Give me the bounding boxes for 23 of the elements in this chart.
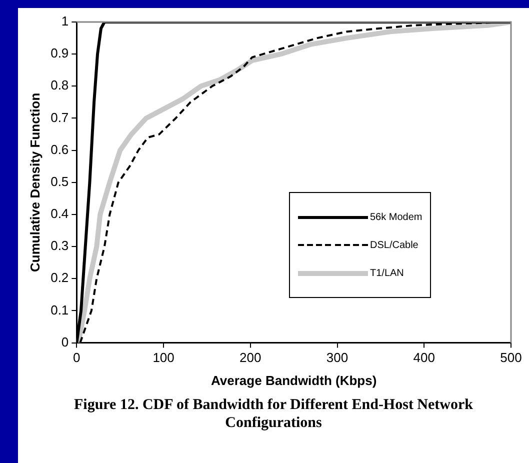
y-tick-label: 0.9	[50, 46, 69, 61]
x-tick-label: 200	[240, 350, 262, 366]
x-tick-label: 400	[413, 350, 435, 366]
x-tick-label: 0	[73, 350, 80, 366]
y-tick-label: 0.8	[50, 78, 69, 93]
y-tick-label: 1	[61, 14, 69, 29]
y-tick-label: 0.6	[50, 142, 69, 157]
legend-label: 56k Modem	[370, 212, 422, 223]
y-tick-label: 0.1	[50, 302, 69, 318]
y-tick-label: 0	[61, 334, 69, 350]
y-tick-label: 0.7	[50, 110, 69, 125]
legend-label: T1/LAN	[370, 268, 404, 279]
y-tick-label: 0.2	[50, 270, 69, 286]
y-tick-label: 0.5	[50, 174, 69, 189]
x-tick-label: 100	[152, 350, 174, 366]
text: Figure 12. CDF of Bandwidth for Different End-Host Network Configurations	[72, 396, 474, 432]
legend-label: DSL/Cable	[370, 240, 418, 251]
x-tick-label: 500	[500, 350, 522, 366]
x-axis-title: Average Bandwidth (Kbps)	[211, 372, 377, 388]
y-tick-label: 0.3	[50, 238, 69, 254]
x-tick-label: 300	[326, 350, 348, 366]
y-tick-label: 0.4	[50, 206, 69, 222]
y-axis-title: Cumulative Density Function	[27, 92, 42, 272]
